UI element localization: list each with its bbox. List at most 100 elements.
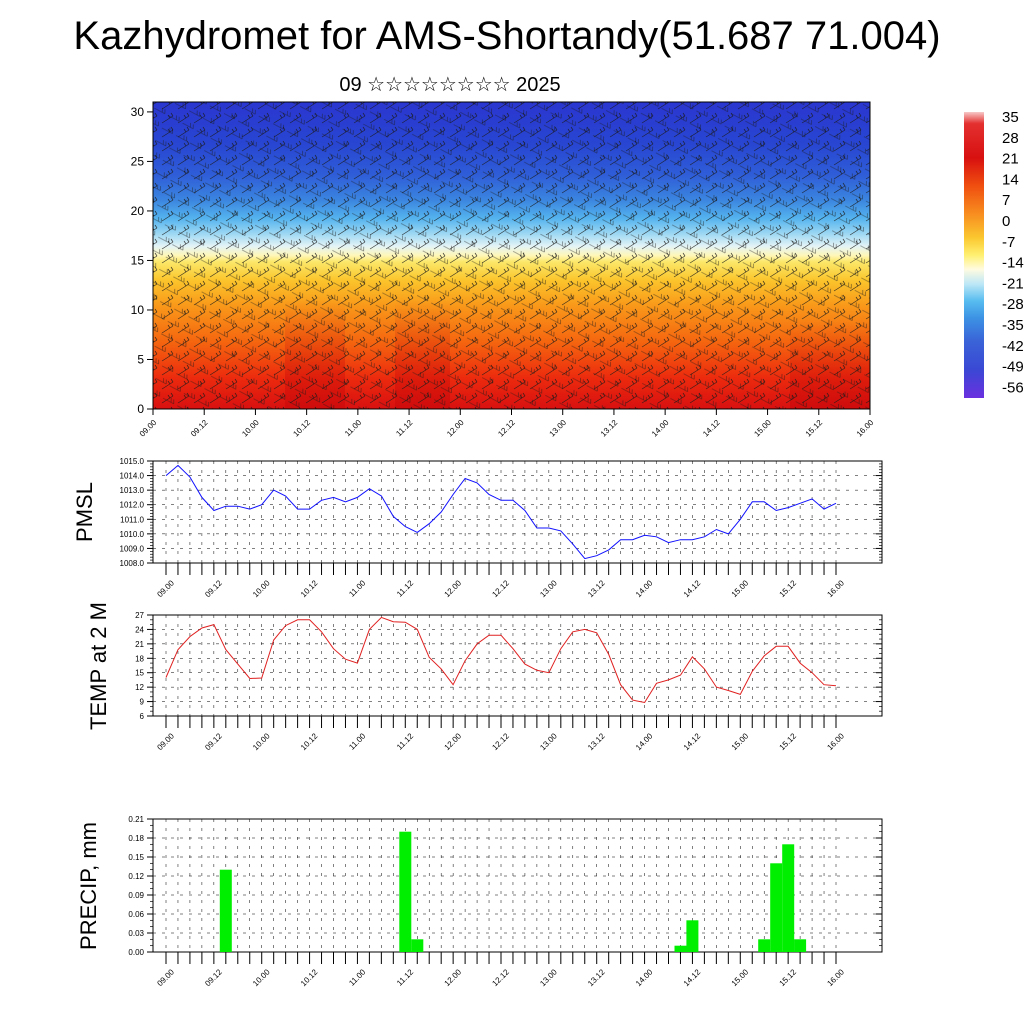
y-tick-label: 1014.0 — [120, 472, 145, 481]
heatmap-y-tick-label: 20 — [131, 204, 145, 218]
heatmap-x-tick-label: 11.12 — [394, 418, 414, 438]
x-tick-label: 14.12 — [682, 578, 703, 599]
y-tick-label: 0.18 — [128, 834, 144, 843]
heatmap-x-tick-label: 10.00 — [240, 418, 261, 439]
x-tick-label: 12.12 — [490, 967, 511, 988]
precip-bar — [794, 939, 807, 952]
colorbar-label: -7 — [1002, 234, 1015, 251]
x-tick-label: 11.00 — [347, 731, 367, 751]
x-tick-label: 10.00 — [251, 731, 272, 752]
x-tick-label: 13.00 — [538, 967, 559, 988]
x-tick-label: 14.00 — [634, 967, 655, 988]
y-tick-label: 1013.0 — [120, 486, 145, 495]
y-tick-label: 1012.0 — [120, 501, 145, 510]
colorbar-label: 0 — [1002, 213, 1010, 230]
heatmap-x-axis: 09.00 09.12 10.00 10.12 11.00 11.12 12.00 12.12… — [138, 409, 876, 439]
x-tick-label: 10.12 — [299, 967, 320, 988]
x-tick-label: 11.00 — [347, 967, 367, 987]
precip-panel: 0.00 0.03 0.06 0.09 0.12 0.15 0.18 0.21 09.00 09.… — [76, 815, 883, 988]
y-tick-label: 0.15 — [128, 853, 144, 862]
x-tick-label: 12.00 — [443, 967, 464, 988]
colorbar-label: 21 — [1002, 151, 1019, 168]
pmsl-y-label: PMSL — [72, 482, 97, 542]
y-tick-label: 1011.0 — [120, 515, 144, 524]
precip-bars — [219, 831, 807, 952]
colorbar-gradient — [964, 112, 984, 398]
precip-bar — [411, 939, 424, 952]
x-tick-label: 11.12 — [395, 967, 415, 987]
heatmap-y-tick-label: 5 — [137, 352, 144, 366]
x-tick-label: 12.12 — [490, 578, 511, 599]
x-tick-label: 14.00 — [634, 578, 655, 599]
precip-bar — [219, 869, 232, 952]
y-tick-label: 0.12 — [128, 872, 144, 881]
x-tick-label: 11.12 — [395, 731, 415, 751]
y-tick-label: 24 — [135, 625, 144, 634]
x-tick-label: 09.12 — [203, 578, 224, 599]
heatmap-x-tick-label: 12.12 — [496, 418, 517, 439]
x-tick-label: 12.00 — [443, 578, 464, 599]
y-tick-label: 27 — [135, 611, 144, 620]
x-tick-label: 15.00 — [730, 967, 751, 988]
heatmap-x-tick-label: 14.12 — [701, 418, 722, 439]
x-tick-label: 11.00 — [347, 578, 367, 598]
x-tick-label: 15.12 — [778, 967, 799, 988]
precip-grid — [153, 818, 882, 953]
heatmap-x-tick-label: 12.00 — [445, 418, 466, 439]
y-tick-label: 15 — [135, 669, 144, 678]
x-tick-label: 13.12 — [586, 731, 607, 752]
x-tick-label: 10.12 — [299, 578, 320, 599]
chart-title: Kazhydromet for AMS-Shortandy(51.687 71.… — [73, 14, 941, 58]
x-tick-label: 09.00 — [155, 731, 176, 752]
temp-series-line — [165, 616, 837, 704]
temp-y-label: TEMP at 2 M — [86, 602, 111, 730]
y-tick-label: 0.21 — [128, 815, 144, 824]
heatmap-x-tick-label: 13.12 — [599, 418, 620, 439]
colorbar-label: -56 — [1002, 379, 1024, 396]
temp-plot-area — [152, 614, 883, 717]
x-tick-label: 15.12 — [778, 578, 799, 599]
precip-bar — [770, 863, 783, 952]
x-tick-label: 15.12 — [778, 731, 799, 752]
heatmap-panel: 0 5 10 15 20 25 30 09.00 09.12 10.00 10.12 11.00 11… — [131, 101, 876, 439]
y-tick-label: 6 — [140, 712, 145, 721]
colorbar-label: -42 — [1002, 338, 1024, 355]
colorbar-label: 7 — [1002, 192, 1010, 209]
pmsl-panel: 1008.0 1009.0 1010.0 1011.0 1012.0 1013.0 1014… — [72, 457, 883, 599]
precip-bar — [782, 844, 795, 952]
x-tick-label: 13.00 — [538, 578, 559, 599]
y-tick-label: 0.06 — [128, 910, 144, 919]
heatmap-y-tick-label: 25 — [131, 154, 145, 168]
heatmap-y-tick-label: 0 — [137, 402, 144, 416]
x-tick-label: 10.00 — [251, 967, 272, 988]
heatmap-x-tick-label: 15.12 — [804, 418, 825, 439]
precip-plot-area — [152, 818, 883, 953]
pmsl-series-line — [165, 464, 837, 560]
heatmap-y-tick-label: 30 — [131, 105, 145, 119]
x-tick-label: 14.00 — [634, 731, 655, 752]
precip-y-label: PRECIP, mm — [76, 822, 101, 950]
colorbar-label: 14 — [1002, 171, 1019, 188]
heatmap-y-tick-label: 15 — [131, 253, 145, 267]
x-tick-label: 10.00 — [251, 578, 272, 599]
x-tick-label: 09.12 — [203, 731, 224, 752]
heatmap-x-tick-label: 14.00 — [650, 418, 671, 439]
colorbar-label: -49 — [1002, 359, 1024, 376]
x-tick-label: 14.12 — [682, 731, 703, 752]
precip-bar — [758, 939, 771, 952]
x-tick-label: 09.12 — [203, 967, 224, 988]
x-tick-label: 16.00 — [825, 731, 846, 752]
y-tick-label: 21 — [135, 640, 144, 649]
heatmap-y-tick-label: 10 — [131, 303, 145, 317]
x-tick-label: 15.00 — [730, 578, 751, 599]
heatmap-x-tick-label: 16.00 — [855, 418, 876, 439]
heatmap-x-tick-label: 10.12 — [291, 418, 312, 439]
y-tick-label: 9 — [140, 698, 145, 707]
y-tick-label: 18 — [135, 654, 144, 663]
colorbar-label: -21 — [1002, 275, 1024, 292]
colorbar-label: 35 — [1002, 109, 1019, 126]
x-tick-label: 16.00 — [825, 578, 846, 599]
y-tick-label: 12 — [135, 683, 144, 692]
x-tick-label: 16.00 — [825, 967, 846, 988]
